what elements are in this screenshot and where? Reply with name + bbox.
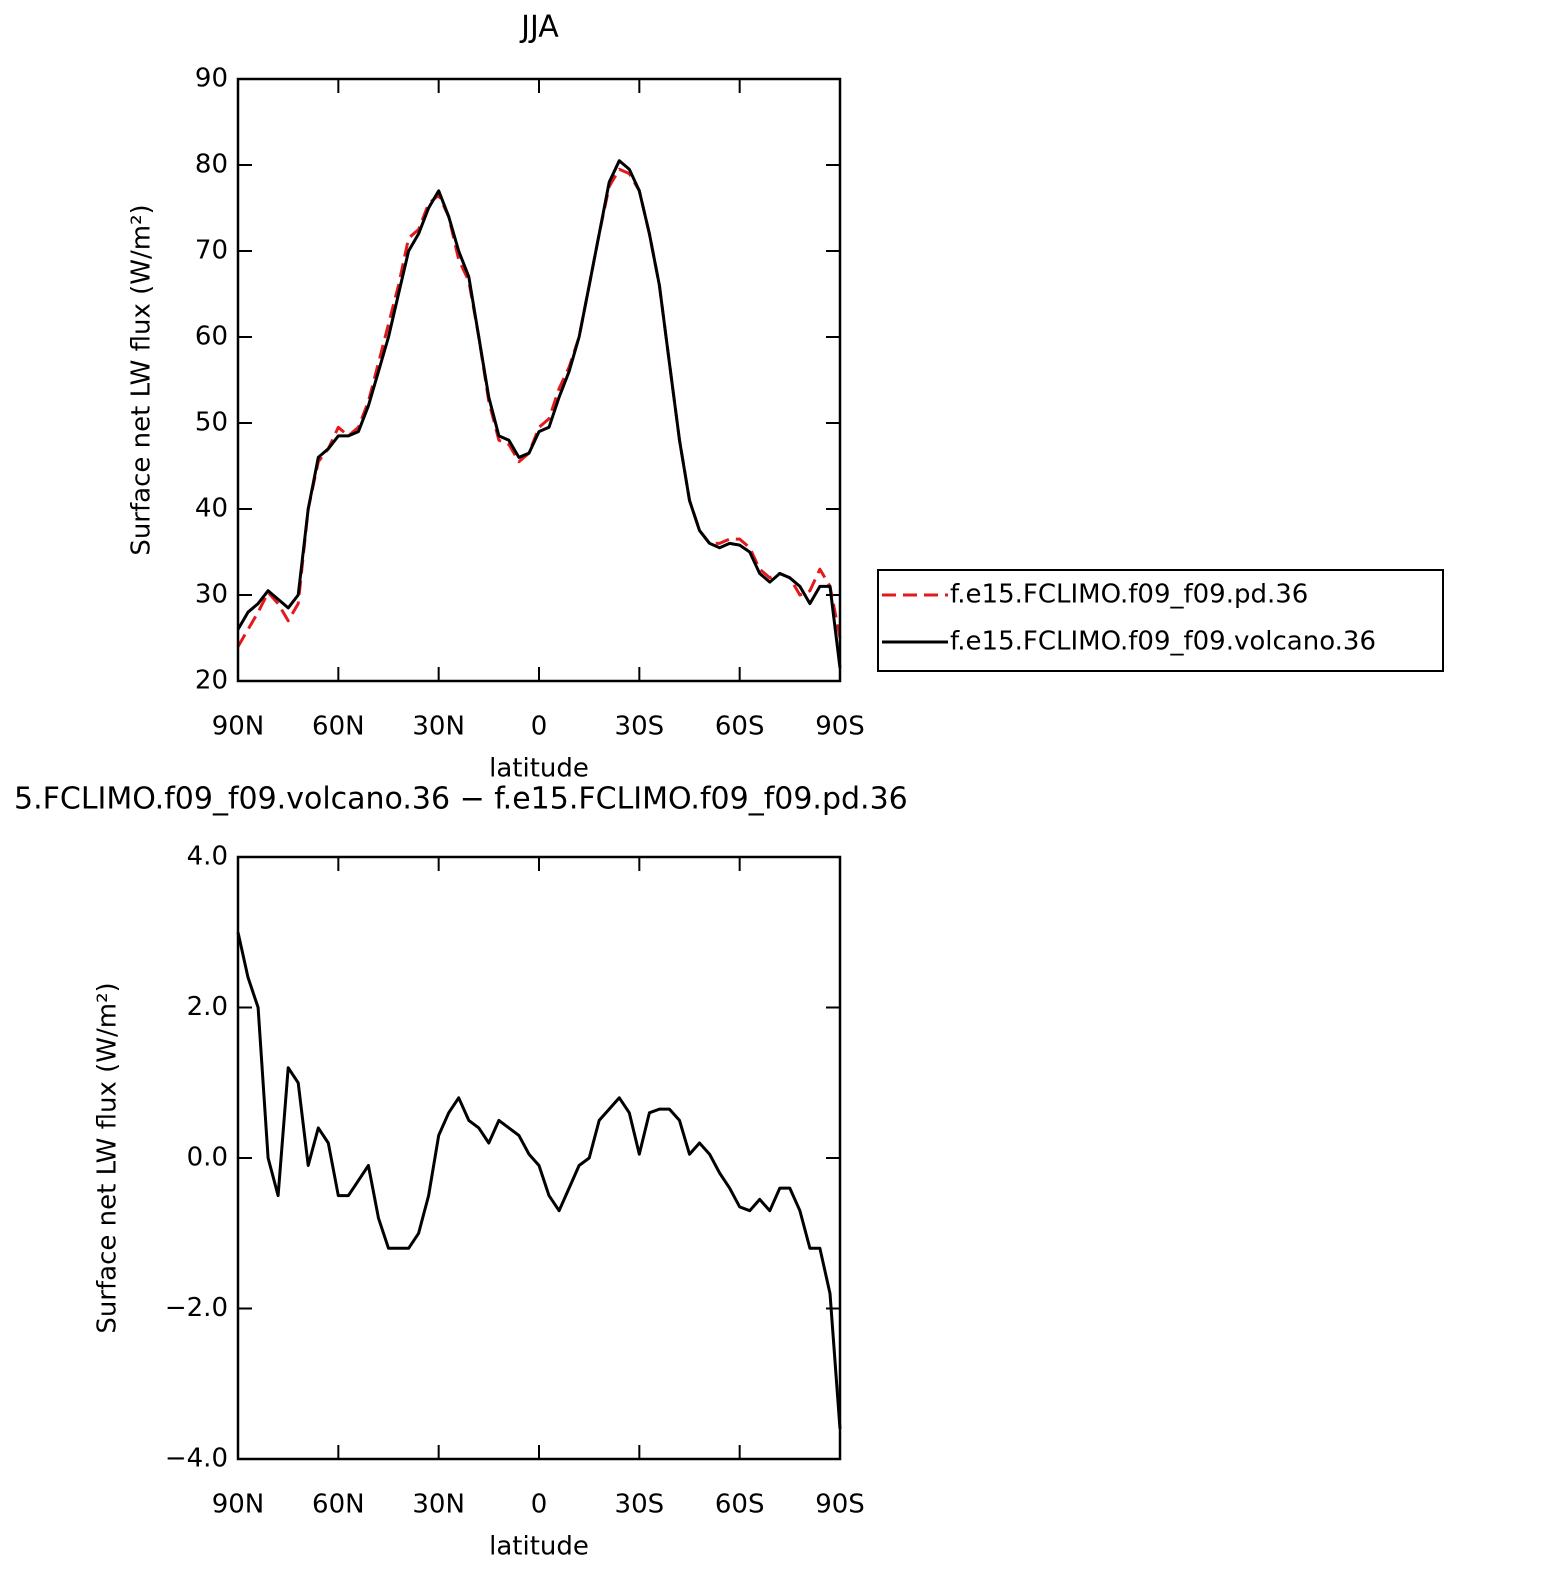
data-line (236, 167, 842, 648)
x-tick-label: 30S (615, 1490, 665, 1520)
y-tick-label: 70 (195, 236, 228, 266)
legend-label: f.e15.FCLIMO.f09_f09.volcano.36 (950, 627, 1376, 657)
y-tick-label: 20 (195, 666, 228, 696)
y-tick-label: 50 (195, 408, 228, 438)
y-tick-label: 0.0 (187, 1143, 228, 1173)
x-tick-label: 30N (412, 712, 465, 742)
data-line (236, 159, 842, 669)
y-tick-label: 60 (195, 322, 228, 352)
y-tick-label: 90 (195, 64, 228, 94)
x-axis-label: latitude (489, 1532, 589, 1562)
y-axis-label: Surface net LW flux (W/m²) (93, 982, 123, 1333)
x-axis-label: latitude (489, 754, 589, 784)
y-tick-label: 80 (195, 150, 228, 180)
x-tick-label: 60S (715, 1490, 765, 1520)
y-tick-label: −4.0 (165, 1444, 228, 1474)
x-tick-label: 60N (312, 712, 365, 742)
x-tick-label: 0 (531, 1490, 548, 1520)
legend-box (877, 569, 1444, 672)
x-tick-label: 90S (815, 712, 865, 742)
chart-title: JJA (519, 10, 559, 45)
x-tick-label: 0 (531, 712, 548, 742)
plot-frame (236, 77, 842, 683)
x-tick-label: 30N (412, 1490, 465, 1520)
y-axis-label: Surface net LW flux (W/m²) (127, 204, 157, 555)
x-tick-label: 90S (815, 1490, 865, 1520)
legend-label: f.e15.FCLIMO.f09_f09.pd.36 (950, 580, 1308, 610)
y-tick-label: 2.0 (187, 992, 228, 1022)
x-tick-label: 60N (312, 1490, 365, 1520)
data-line (236, 931, 842, 1430)
y-tick-label: 40 (195, 494, 228, 524)
y-tick-label: 30 (195, 580, 228, 610)
y-tick-label: −2.0 (165, 1293, 228, 1323)
x-tick-label: 90N (212, 712, 265, 742)
chart-title: 5.FCLIMO.f09_f09.volcano.36 − f.e15.FCLI… (14, 782, 908, 817)
x-tick-label: 30S (615, 712, 665, 742)
x-tick-label: 60S (715, 712, 765, 742)
plot-frame (236, 855, 842, 1461)
x-tick-label: 90N (212, 1490, 265, 1520)
y-tick-label: 4.0 (187, 842, 228, 872)
